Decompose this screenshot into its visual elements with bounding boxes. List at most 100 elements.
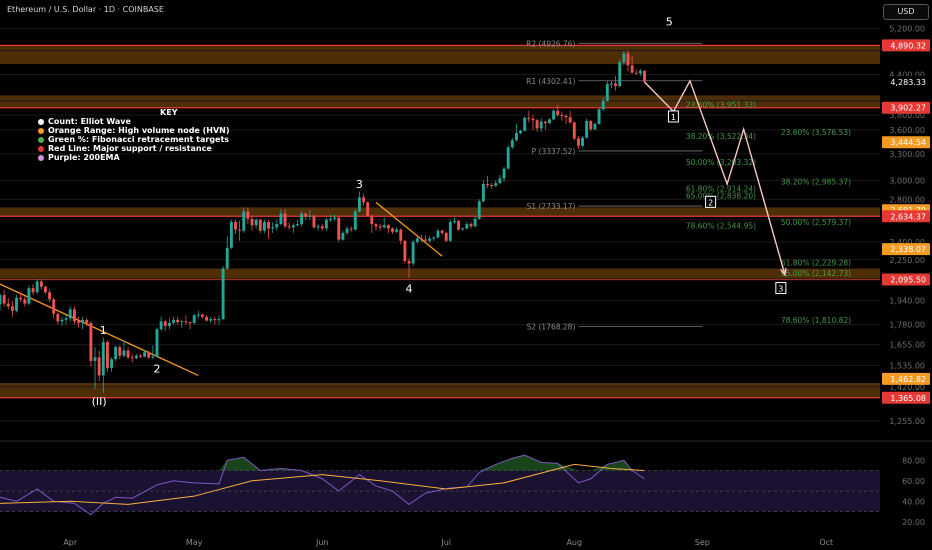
candle-body	[85, 319, 89, 323]
candle-body	[27, 288, 31, 304]
fib-label: 61.80% (2,229.28)	[781, 258, 851, 267]
candle-body	[159, 321, 163, 330]
candle-body	[275, 224, 279, 228]
candle-body	[432, 237, 436, 239]
candle-body	[151, 356, 155, 358]
candle-body	[114, 347, 118, 360]
candle-body	[333, 217, 337, 219]
candle-body	[366, 202, 370, 216]
currency-button[interactable]: USD	[883, 4, 929, 20]
fib-label: 65.00% (2,142.73)	[781, 269, 851, 278]
candle-body	[258, 219, 262, 231]
fib-label: 38.20% (3,522.34)	[686, 132, 756, 141]
candle-body	[498, 178, 502, 184]
key-item: Red Line: Major support / resistance	[38, 144, 230, 153]
candle-body	[539, 121, 543, 129]
symbol-title: Ethereum / U.S. Dollar · 1D · COINBASE	[7, 5, 164, 14]
candle-body	[229, 221, 233, 248]
candle-body	[638, 70, 642, 74]
key-dot-icon	[38, 136, 44, 143]
price-badge	[882, 136, 930, 149]
candle-body	[246, 211, 250, 219]
price-grid	[0, 27, 880, 422]
candle-body	[296, 224, 299, 226]
candle-body	[572, 122, 576, 139]
price-tick: 1,940.00	[889, 297, 925, 306]
price-tick: 3,800.00	[889, 111, 925, 120]
candle-body	[490, 184, 494, 186]
candle-body	[585, 120, 589, 138]
wave-label: 3	[356, 178, 363, 191]
candle-body	[163, 321, 167, 327]
candle-body	[341, 232, 345, 240]
fib-label: 23.60% (3,951.33)	[686, 100, 756, 109]
candle-body	[48, 292, 52, 300]
candle-body	[221, 268, 225, 320]
candle-body	[196, 314, 200, 316]
price-badge-label: 1,462.82	[890, 375, 926, 384]
candle-body	[407, 260, 411, 264]
key-dot-icon	[38, 127, 44, 134]
price-badge-label: 2,338.07	[890, 245, 926, 254]
candle-body	[560, 115, 564, 117]
key-item: Orange Range: High volume node (HVN)	[38, 126, 230, 135]
candle-body	[424, 239, 427, 241]
key-dot-icon	[38, 118, 44, 125]
candle-body	[172, 319, 175, 323]
candle-body	[209, 319, 213, 321]
hvn-zone	[0, 268, 880, 280]
candle-body	[147, 352, 151, 358]
candle-body	[118, 347, 122, 356]
candle-body	[548, 119, 551, 124]
wave-label: 4	[406, 282, 413, 295]
key-legend: KEY Count: Elliot Wave Orange Range: High…	[38, 108, 230, 162]
fib-targets: 23.60% (3,951.33) 38.20% (3,522.34) 50.00%…	[686, 100, 851, 325]
key-item: Count: Elliot Wave	[38, 117, 230, 126]
price-tick: 3,000.00	[889, 176, 925, 185]
rsi-ma-line	[0, 463, 645, 505]
projection-arrowhead	[780, 267, 787, 277]
price-axis: 5,200.00 4,400.00 3,800.00 3,600.00 3,300.00…	[882, 24, 930, 426]
wave-label: 2	[708, 198, 713, 207]
candle-body	[514, 133, 518, 141]
candle-body	[597, 109, 601, 124]
candle-body	[605, 84, 609, 101]
candle-body	[626, 53, 630, 66]
candle-body	[81, 319, 85, 323]
fib-label: 65.00% (2,838.20)	[686, 192, 756, 201]
candle-body	[576, 138, 580, 146]
candle-body	[234, 221, 237, 230]
rsi-line	[0, 454, 645, 516]
candle-body	[60, 319, 64, 322]
candle-body	[23, 299, 27, 304]
time-tick: Jul	[440, 538, 451, 547]
candle-body	[324, 219, 328, 229]
candle-body	[552, 110, 556, 120]
hvn-zone	[0, 383, 880, 398]
candle-body	[217, 319, 221, 321]
candle-body	[502, 168, 506, 179]
candle-body	[262, 221, 266, 231]
candle-body	[52, 299, 56, 314]
rsi-tick: 80.00	[902, 456, 925, 465]
candle-body	[176, 319, 180, 323]
price-badge-label: 3,902.27	[890, 104, 926, 113]
candle-body	[419, 238, 423, 240]
key-item-label: Purple: 200EMA	[48, 153, 120, 162]
candle-body	[391, 228, 394, 232]
currency-label: USD	[897, 7, 915, 16]
candle-body	[304, 213, 308, 217]
pivot-label: S2 (1768.28)	[527, 322, 576, 331]
candle-body	[329, 218, 332, 220]
wave-label: (II)	[92, 395, 107, 408]
candle-body	[622, 53, 626, 63]
candle-body	[130, 357, 134, 359]
rsi-panel: 80.00 60.00 40.00 20.00	[0, 440, 932, 527]
candle-body	[486, 184, 489, 186]
price-badge	[882, 391, 930, 404]
candle-body	[320, 226, 324, 229]
candle-body	[461, 228, 465, 230]
candle-body	[155, 329, 159, 357]
